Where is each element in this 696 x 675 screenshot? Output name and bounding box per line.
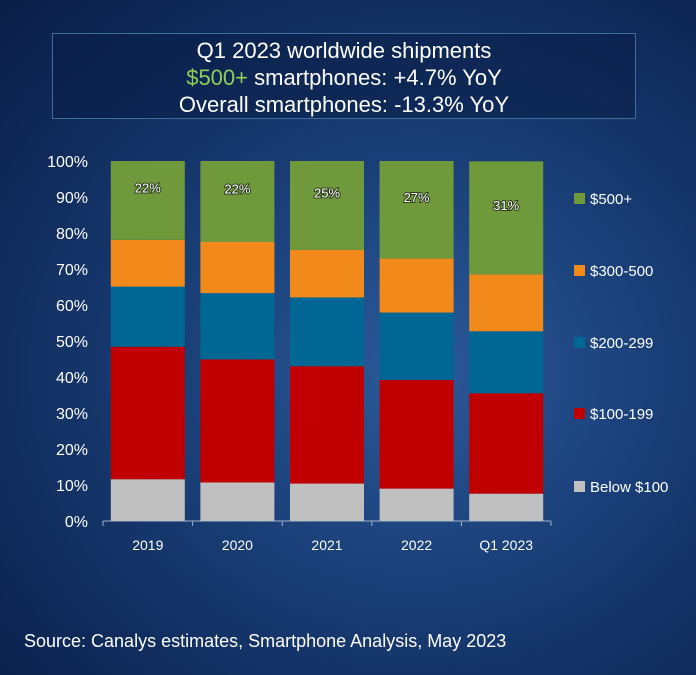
legend-swatch xyxy=(574,408,585,419)
y-tick-label: 40% xyxy=(56,370,88,387)
bar-segment--200-299 xyxy=(110,286,185,347)
bar-segment--300-500 xyxy=(379,258,454,313)
bar-segment--100-199 xyxy=(200,359,275,483)
legend-swatch xyxy=(574,193,585,204)
data-label: 27% xyxy=(404,190,430,205)
y-tick-label: 20% xyxy=(56,442,88,459)
bar-segment--100-199 xyxy=(379,379,454,489)
legend-swatch xyxy=(574,481,585,492)
bar-segment--500- xyxy=(290,161,364,250)
source-note: Source: Canalys estimates, Smartphone An… xyxy=(24,631,507,651)
legend-label: Below $100 xyxy=(590,479,668,496)
y-tick-label: 60% xyxy=(56,298,88,315)
bar-segment--500- xyxy=(200,161,275,242)
bar-segment--200-299 xyxy=(469,331,544,394)
y-tick-label: 80% xyxy=(56,226,88,243)
bar-segment--300-500 xyxy=(110,239,185,287)
y-tick-label: 70% xyxy=(56,262,88,279)
legend-swatch xyxy=(574,337,585,348)
bar-segment-below-100 xyxy=(110,479,185,521)
bar-segment--300-500 xyxy=(469,274,544,332)
title-line-2: $500+ smartphones: +4.7% YoY xyxy=(53,64,635,91)
y-tick-label: 10% xyxy=(56,478,88,495)
data-label: 25% xyxy=(314,185,340,200)
data-label: 22% xyxy=(224,182,250,197)
bar-segment--300-500 xyxy=(200,242,275,294)
y-tick-label: 30% xyxy=(56,406,88,423)
bar-segment--200-299 xyxy=(200,293,275,360)
y-tick-label: 50% xyxy=(56,334,88,351)
x-tick-label: 2021 xyxy=(311,537,342,553)
bar-segment--500- xyxy=(379,161,454,259)
x-tick-label: 2022 xyxy=(401,537,432,553)
legend-label: $300-500 xyxy=(590,263,653,280)
legend-label: $200-299 xyxy=(590,335,653,352)
x-tick-label: 2019 xyxy=(132,537,163,553)
bar-segment--100-199 xyxy=(290,366,364,484)
y-tick-label: 0% xyxy=(65,514,88,531)
legend-label: $500+ xyxy=(590,191,632,208)
title-line-2-rest: smartphones: +4.7% YoY xyxy=(248,65,502,90)
y-tick-label: 90% xyxy=(56,190,88,207)
bar-segment--500- xyxy=(110,161,185,240)
title-line-3: Overall smartphones: -13.3% YoY xyxy=(178,92,510,117)
bar-segment--500- xyxy=(469,161,544,275)
bar-segment-below-100 xyxy=(290,483,364,521)
x-tick-label: 2020 xyxy=(222,537,253,553)
title-highlight: $500+ xyxy=(186,65,248,90)
data-label: 22% xyxy=(135,180,161,195)
bar-segment--300-500 xyxy=(290,249,364,298)
title-line-1: Q1 2023 worldwide shipments xyxy=(196,38,492,63)
bar-segment-below-100 xyxy=(200,482,275,521)
chart-title-box: Q1 2023 worldwide shipments $500+ smartp… xyxy=(52,33,636,119)
y-tick-label: 100% xyxy=(47,154,88,171)
bar-segment--100-199 xyxy=(110,346,185,480)
legend-label: $100-199 xyxy=(590,406,653,423)
bar-segment--200-299 xyxy=(290,297,364,367)
x-tick-label: Q1 2023 xyxy=(479,537,533,553)
bar-segment-below-100 xyxy=(379,488,454,521)
legend-swatch xyxy=(574,265,585,276)
bar-segment--200-299 xyxy=(379,312,454,380)
bar-segment-below-100 xyxy=(469,493,544,521)
data-label: 31% xyxy=(493,198,519,213)
bar-segment--100-199 xyxy=(469,393,544,494)
